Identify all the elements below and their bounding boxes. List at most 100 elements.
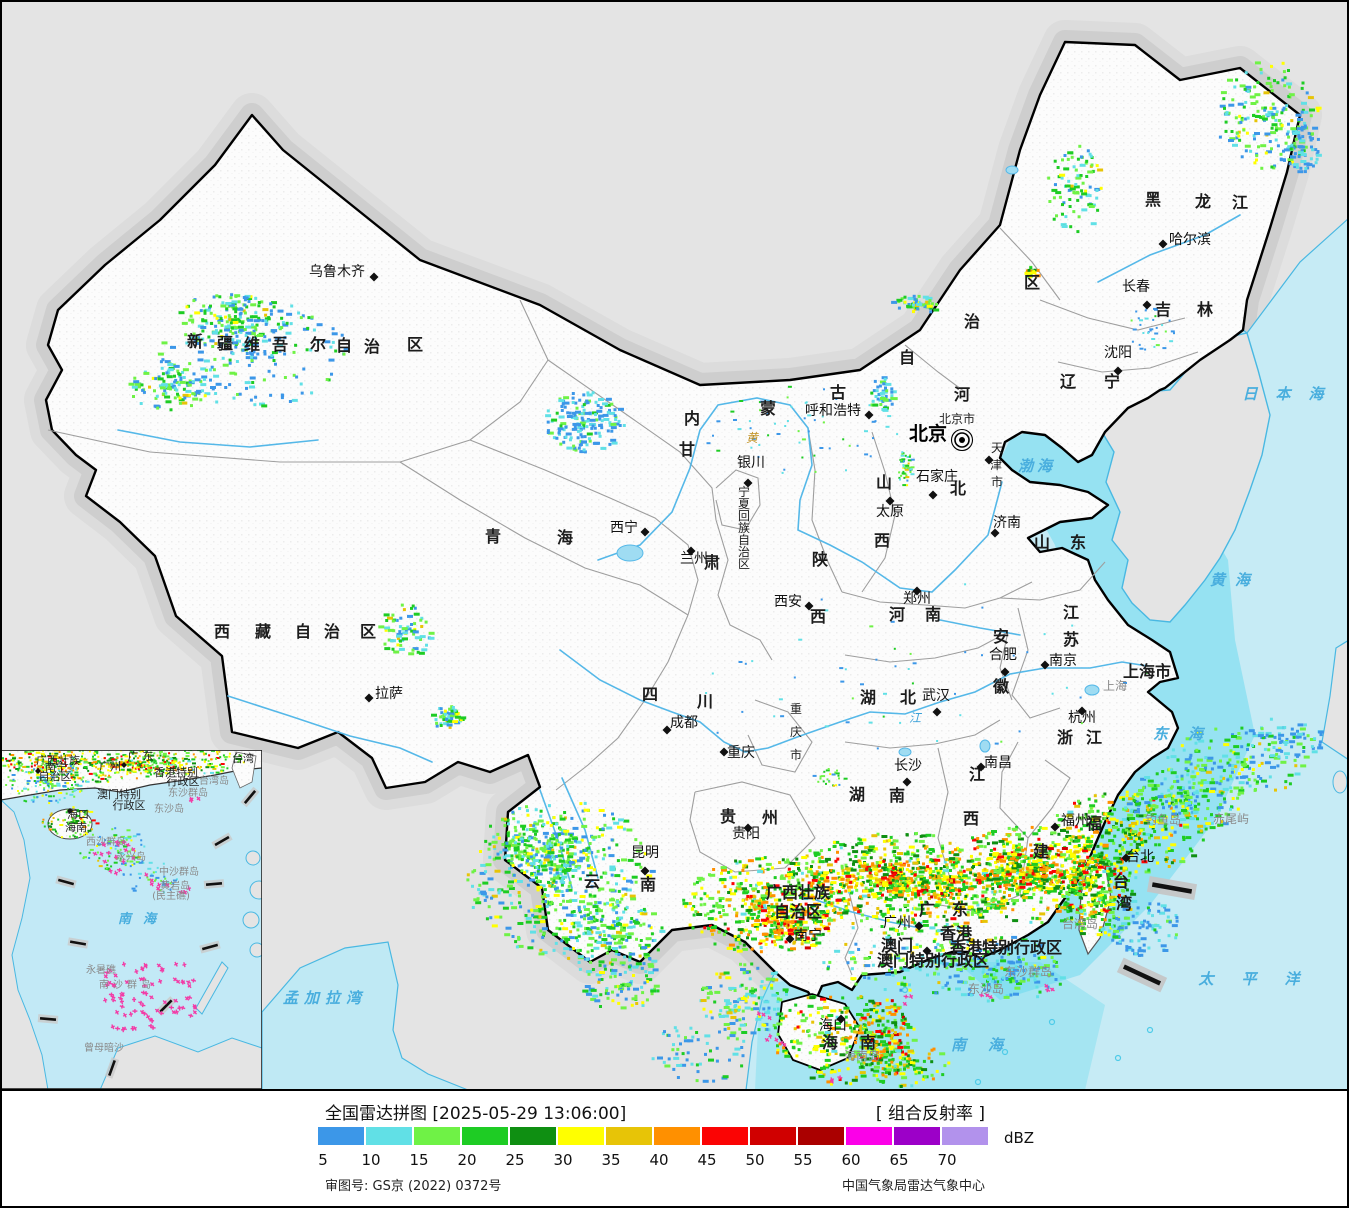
radar-echo-cell	[1013, 876, 1020, 880]
radar-echo-cell	[238, 339, 241, 343]
radar-echo-cell	[578, 429, 582, 433]
radar-echo-cell	[1049, 879, 1053, 882]
radar-echo-cell	[1124, 834, 1128, 838]
radar-echo-cell	[1028, 275, 1032, 279]
radar-echo-cell	[1270, 131, 1277, 135]
radar-echo-cell	[827, 901, 831, 904]
radar-echo-cell	[965, 881, 969, 885]
radar-echo-cell	[620, 925, 624, 929]
radar-echo-cell	[1281, 61, 1285, 65]
radar-echo-cell	[1074, 183, 1078, 186]
radar-echo-cell	[514, 835, 521, 839]
radar-echo-cell	[1024, 271, 1031, 275]
radar-echo-cell	[1077, 837, 1081, 841]
radar-echo-cell	[559, 867, 563, 871]
radar-echo-cell	[399, 643, 403, 647]
radar-echo-cell	[1214, 727, 1218, 731]
radar-echo-cell	[996, 871, 1000, 875]
radar-echo-cell	[244, 381, 251, 385]
radar-echo-cell	[509, 841, 512, 845]
radar-echo-cell	[606, 429, 610, 433]
radar-echo-cell	[1210, 813, 1213, 817]
radar-echo-cell	[714, 917, 718, 921]
radar-echo-cell	[986, 877, 990, 881]
radar-echo-cell	[803, 913, 807, 917]
radar-echo-cell	[560, 846, 564, 850]
radar-echo-cell	[574, 921, 581, 925]
radar-echo-cell	[796, 926, 800, 930]
radar-echo-cell	[795, 904, 799, 908]
radar-echo-cell	[1163, 777, 1167, 781]
radar-echo-cell	[843, 871, 850, 875]
radar-echo-cell	[919, 866, 926, 870]
radar-echo-cell	[569, 438, 572, 442]
radar-echo-cell	[757, 910, 761, 914]
radar-echo-cell	[758, 923, 762, 927]
radar-echo-cell	[590, 885, 594, 889]
radar-echo-cell	[1226, 778, 1230, 782]
radar-echo-cell	[1234, 116, 1238, 120]
radar-echo-cell	[1186, 793, 1190, 797]
radar-echo-cell	[877, 869, 881, 873]
radar-echo-cell	[808, 907, 812, 911]
radar-echo-cell	[761, 857, 765, 861]
radar-echo-cell	[935, 303, 938, 306]
radar-echo-cell	[581, 418, 585, 422]
radar-echo-cell	[653, 938, 657, 942]
radar-echo-cell	[1063, 167, 1070, 171]
radar-echo-cell	[858, 869, 865, 873]
radar-echo-cell	[618, 407, 624, 411]
radar-echo-cell	[621, 887, 628, 891]
radar-echo-cell	[600, 918, 604, 922]
radar-echo-cell	[900, 459, 903, 462]
radar-echo-cell	[945, 900, 949, 904]
radar-echo-cell	[871, 862, 875, 866]
radar-echo-cell	[912, 852, 916, 856]
radar-echo-cell	[1206, 807, 1210, 811]
radar-echo-cell	[608, 945, 612, 949]
radar-echo-cell	[1059, 869, 1062, 873]
radar-echo-cell	[921, 907, 925, 911]
radar-echo-cell	[578, 967, 582, 971]
radar-echo-cell	[1021, 896, 1028, 900]
radar-echo-cell	[842, 438, 845, 441]
radar-echo-cell	[1164, 330, 1167, 333]
radar-echo-cell	[177, 372, 181, 376]
radar-echo-cell	[1140, 821, 1144, 824]
radar-echo-cell	[709, 924, 712, 928]
radar-echo-cell	[911, 918, 915, 922]
radar-echo-cell	[1107, 800, 1114, 804]
radar-echo-cell	[611, 902, 615, 906]
radar-echo-cell	[1070, 151, 1074, 155]
radar-echo-cell	[1037, 829, 1041, 832]
radar-echo-cell	[606, 925, 613, 929]
radar-echo-cell	[835, 398, 838, 400]
radar-echo-cell	[639, 841, 643, 845]
radar-echo-cell	[1224, 112, 1228, 116]
radar-echo-cell	[1129, 843, 1133, 847]
radar-echo-cell	[1077, 844, 1081, 847]
radar-echo-cell	[885, 868, 889, 871]
radar-echo-cell	[562, 864, 569, 867]
radar-echo-cell	[700, 930, 704, 934]
radar-echo-cell	[1244, 144, 1251, 148]
radar-echo-cell	[780, 931, 784, 935]
radar-echo-cell	[1069, 852, 1076, 856]
radar-echo-cell	[1139, 838, 1143, 842]
radar-echo-cell	[566, 446, 573, 450]
radar-echo-cell	[778, 909, 785, 913]
radar-echo-cell	[786, 898, 793, 902]
radar-echo-cell	[254, 296, 258, 300]
radar-echo-cell	[425, 643, 428, 647]
radar-echo-cell	[807, 870, 814, 874]
province-border	[841, 581, 1033, 609]
radar-echo-cell	[956, 926, 960, 930]
radar-echo-cell	[816, 933, 823, 937]
radar-echo-cell	[977, 872, 981, 876]
radar-echo-cell	[795, 887, 799, 891]
radar-echo-cell	[1186, 773, 1190, 777]
radar-echo-cell	[703, 926, 707, 930]
radar-echo-cell	[396, 632, 403, 636]
radar-echo-cell	[589, 927, 593, 931]
radar-echo-cell	[869, 455, 872, 458]
